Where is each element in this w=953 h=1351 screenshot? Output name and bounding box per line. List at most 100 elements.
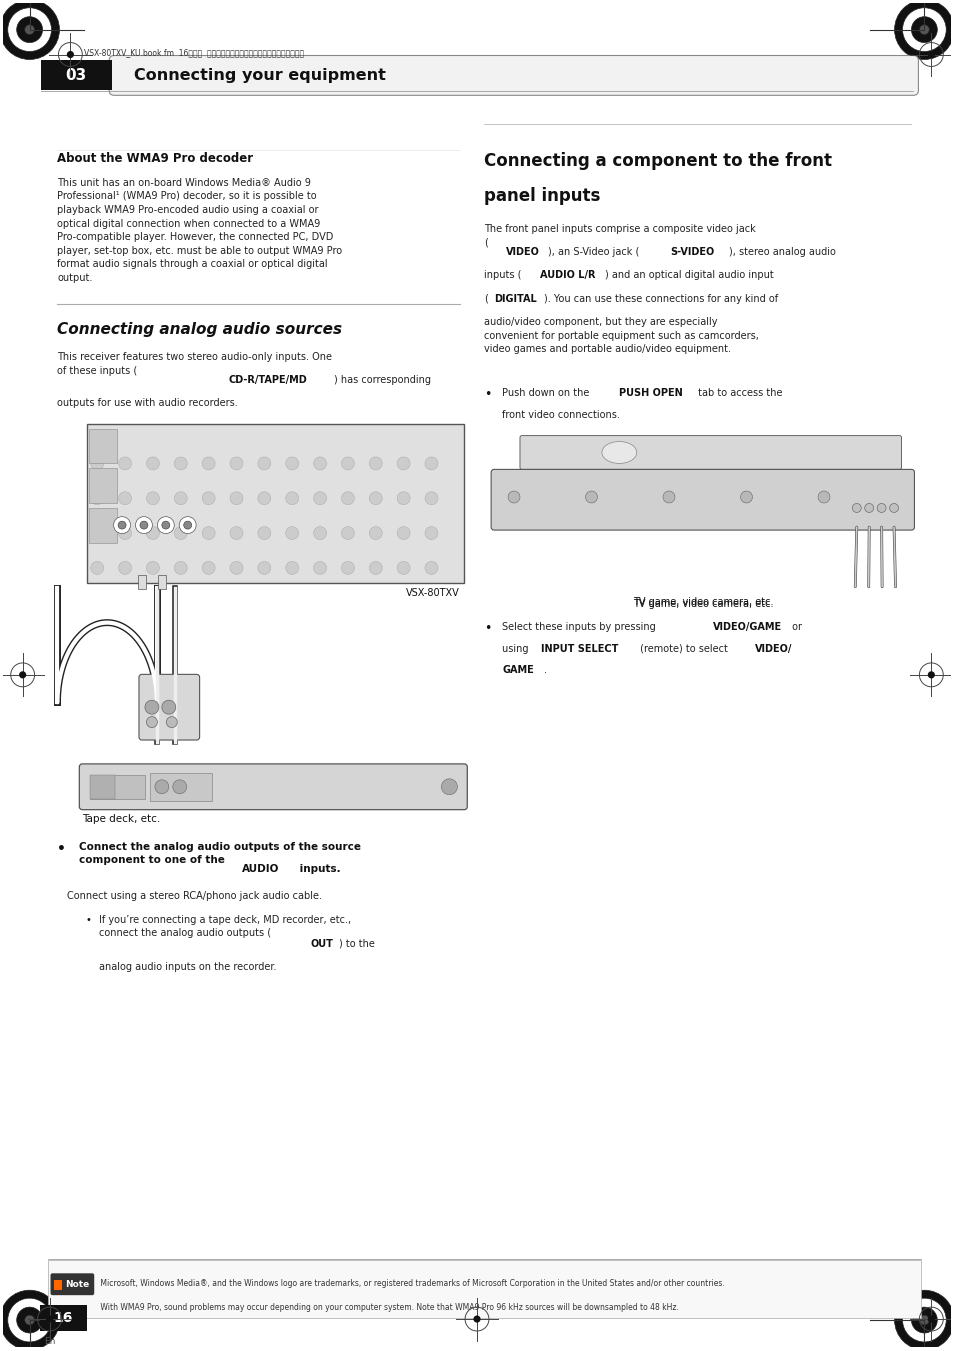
Text: Connecting analog audio sources: Connecting analog audio sources xyxy=(57,322,342,338)
Circle shape xyxy=(179,516,196,534)
Circle shape xyxy=(25,1315,34,1325)
Circle shape xyxy=(396,527,410,539)
Text: 03: 03 xyxy=(66,68,87,82)
Text: With WMA9 Pro, sound problems may occur depending on your computer system. Note : With WMA9 Pro, sound problems may occur … xyxy=(98,1304,679,1312)
Circle shape xyxy=(257,527,271,539)
Text: S-VIDEO: S-VIDEO xyxy=(669,247,714,257)
Circle shape xyxy=(230,457,243,470)
Circle shape xyxy=(202,457,214,470)
Circle shape xyxy=(162,700,175,715)
Circle shape xyxy=(8,8,51,51)
Circle shape xyxy=(67,51,74,58)
Bar xyxy=(39,1305,87,1331)
Text: This unit has an on-board Windows Media® Audio 9
Professional¹ (WMA9 Pro) decode: This unit has an on-board Windows Media®… xyxy=(57,178,342,284)
Circle shape xyxy=(91,492,104,505)
Bar xyxy=(90,428,117,463)
Text: ), stereo analog audio: ), stereo analog audio xyxy=(728,247,835,257)
Text: The front panel inputs comprise a composite video jack
(: The front panel inputs comprise a compos… xyxy=(484,224,755,247)
Circle shape xyxy=(257,457,271,470)
Bar xyxy=(150,773,212,801)
Circle shape xyxy=(662,490,675,503)
Circle shape xyxy=(341,527,354,539)
Bar xyxy=(54,1281,62,1290)
Circle shape xyxy=(425,457,437,470)
Circle shape xyxy=(118,562,132,574)
Circle shape xyxy=(926,51,934,58)
Circle shape xyxy=(154,780,169,794)
Text: panel inputs: panel inputs xyxy=(484,186,600,205)
Circle shape xyxy=(894,0,953,59)
Circle shape xyxy=(230,527,243,539)
Text: front video connections.: front video connections. xyxy=(501,409,619,420)
FancyBboxPatch shape xyxy=(109,55,918,96)
Circle shape xyxy=(91,562,104,574)
Text: ) to the: ) to the xyxy=(338,939,375,948)
Circle shape xyxy=(146,716,157,728)
Circle shape xyxy=(118,521,126,530)
Circle shape xyxy=(162,521,170,530)
Circle shape xyxy=(286,562,298,574)
Circle shape xyxy=(174,457,187,470)
Text: If you’re connecting a tape deck, MD recorder, etc.,
connect the analog audio ou: If you’re connecting a tape deck, MD rec… xyxy=(99,915,351,939)
Text: DIGITAL: DIGITAL xyxy=(494,293,537,304)
Circle shape xyxy=(0,0,59,59)
Circle shape xyxy=(851,504,861,512)
Text: ). You can use these connections for any kind of: ). You can use these connections for any… xyxy=(543,293,777,304)
Text: AUDIO L/R: AUDIO L/R xyxy=(539,270,595,281)
Circle shape xyxy=(286,492,298,505)
Text: ) and an optical digital audio input: ) and an optical digital audio input xyxy=(605,270,774,281)
Circle shape xyxy=(341,492,354,505)
Text: CD-R/TAPE/MD: CD-R/TAPE/MD xyxy=(228,376,307,385)
Circle shape xyxy=(140,521,148,530)
Text: inputs.: inputs. xyxy=(295,863,340,874)
Circle shape xyxy=(202,562,214,574)
Circle shape xyxy=(25,24,34,35)
Text: Microsoft, Windows Media®, and the Windows logo are trademarks, or registered tr: Microsoft, Windows Media®, and the Windo… xyxy=(98,1279,724,1289)
Circle shape xyxy=(919,1315,928,1325)
Text: Connect the analog audio outputs of the source
component to one of the: Connect the analog audio outputs of the … xyxy=(79,842,361,865)
Circle shape xyxy=(314,527,326,539)
Text: VIDEO/: VIDEO/ xyxy=(754,643,791,654)
Text: INPUT SELECT: INPUT SELECT xyxy=(540,643,618,654)
Circle shape xyxy=(740,490,752,503)
Text: •: • xyxy=(85,915,91,925)
Text: outputs for use with audio recorders.: outputs for use with audio recorders. xyxy=(57,397,238,408)
Circle shape xyxy=(425,562,437,574)
Circle shape xyxy=(91,457,104,470)
Circle shape xyxy=(425,492,437,505)
Circle shape xyxy=(473,1316,480,1323)
FancyBboxPatch shape xyxy=(51,1273,94,1296)
Text: •: • xyxy=(57,842,67,855)
Text: audio/video component, but they are especially
convenient for portable equipment: audio/video component, but they are espe… xyxy=(484,317,759,354)
Circle shape xyxy=(118,492,132,505)
Circle shape xyxy=(369,562,382,574)
Circle shape xyxy=(926,1316,934,1323)
Circle shape xyxy=(369,457,382,470)
Circle shape xyxy=(257,492,271,505)
Bar xyxy=(90,469,117,503)
Circle shape xyxy=(147,562,159,574)
Circle shape xyxy=(926,671,934,678)
Text: tab to access the: tab to access the xyxy=(694,388,781,397)
Text: Tape deck, etc.: Tape deck, etc. xyxy=(82,813,160,824)
Text: TV game, video camera, etc.: TV game, video camera, etc. xyxy=(632,598,772,609)
Text: PUSH OPEN: PUSH OPEN xyxy=(618,388,682,397)
Circle shape xyxy=(919,24,928,35)
Bar xyxy=(157,576,166,589)
Circle shape xyxy=(113,516,131,534)
FancyBboxPatch shape xyxy=(491,469,914,530)
Circle shape xyxy=(135,516,152,534)
Circle shape xyxy=(369,527,382,539)
Text: inputs (: inputs ( xyxy=(484,270,521,281)
Circle shape xyxy=(396,457,410,470)
Circle shape xyxy=(902,8,945,51)
Circle shape xyxy=(425,527,437,539)
Circle shape xyxy=(172,780,187,794)
Bar xyxy=(48,1260,921,1319)
Text: •: • xyxy=(484,621,491,635)
FancyBboxPatch shape xyxy=(139,674,199,740)
Circle shape xyxy=(202,527,214,539)
Text: Note: Note xyxy=(66,1279,90,1289)
Circle shape xyxy=(396,492,410,505)
Text: analog audio inputs on the recorder.: analog audio inputs on the recorder. xyxy=(99,962,276,971)
